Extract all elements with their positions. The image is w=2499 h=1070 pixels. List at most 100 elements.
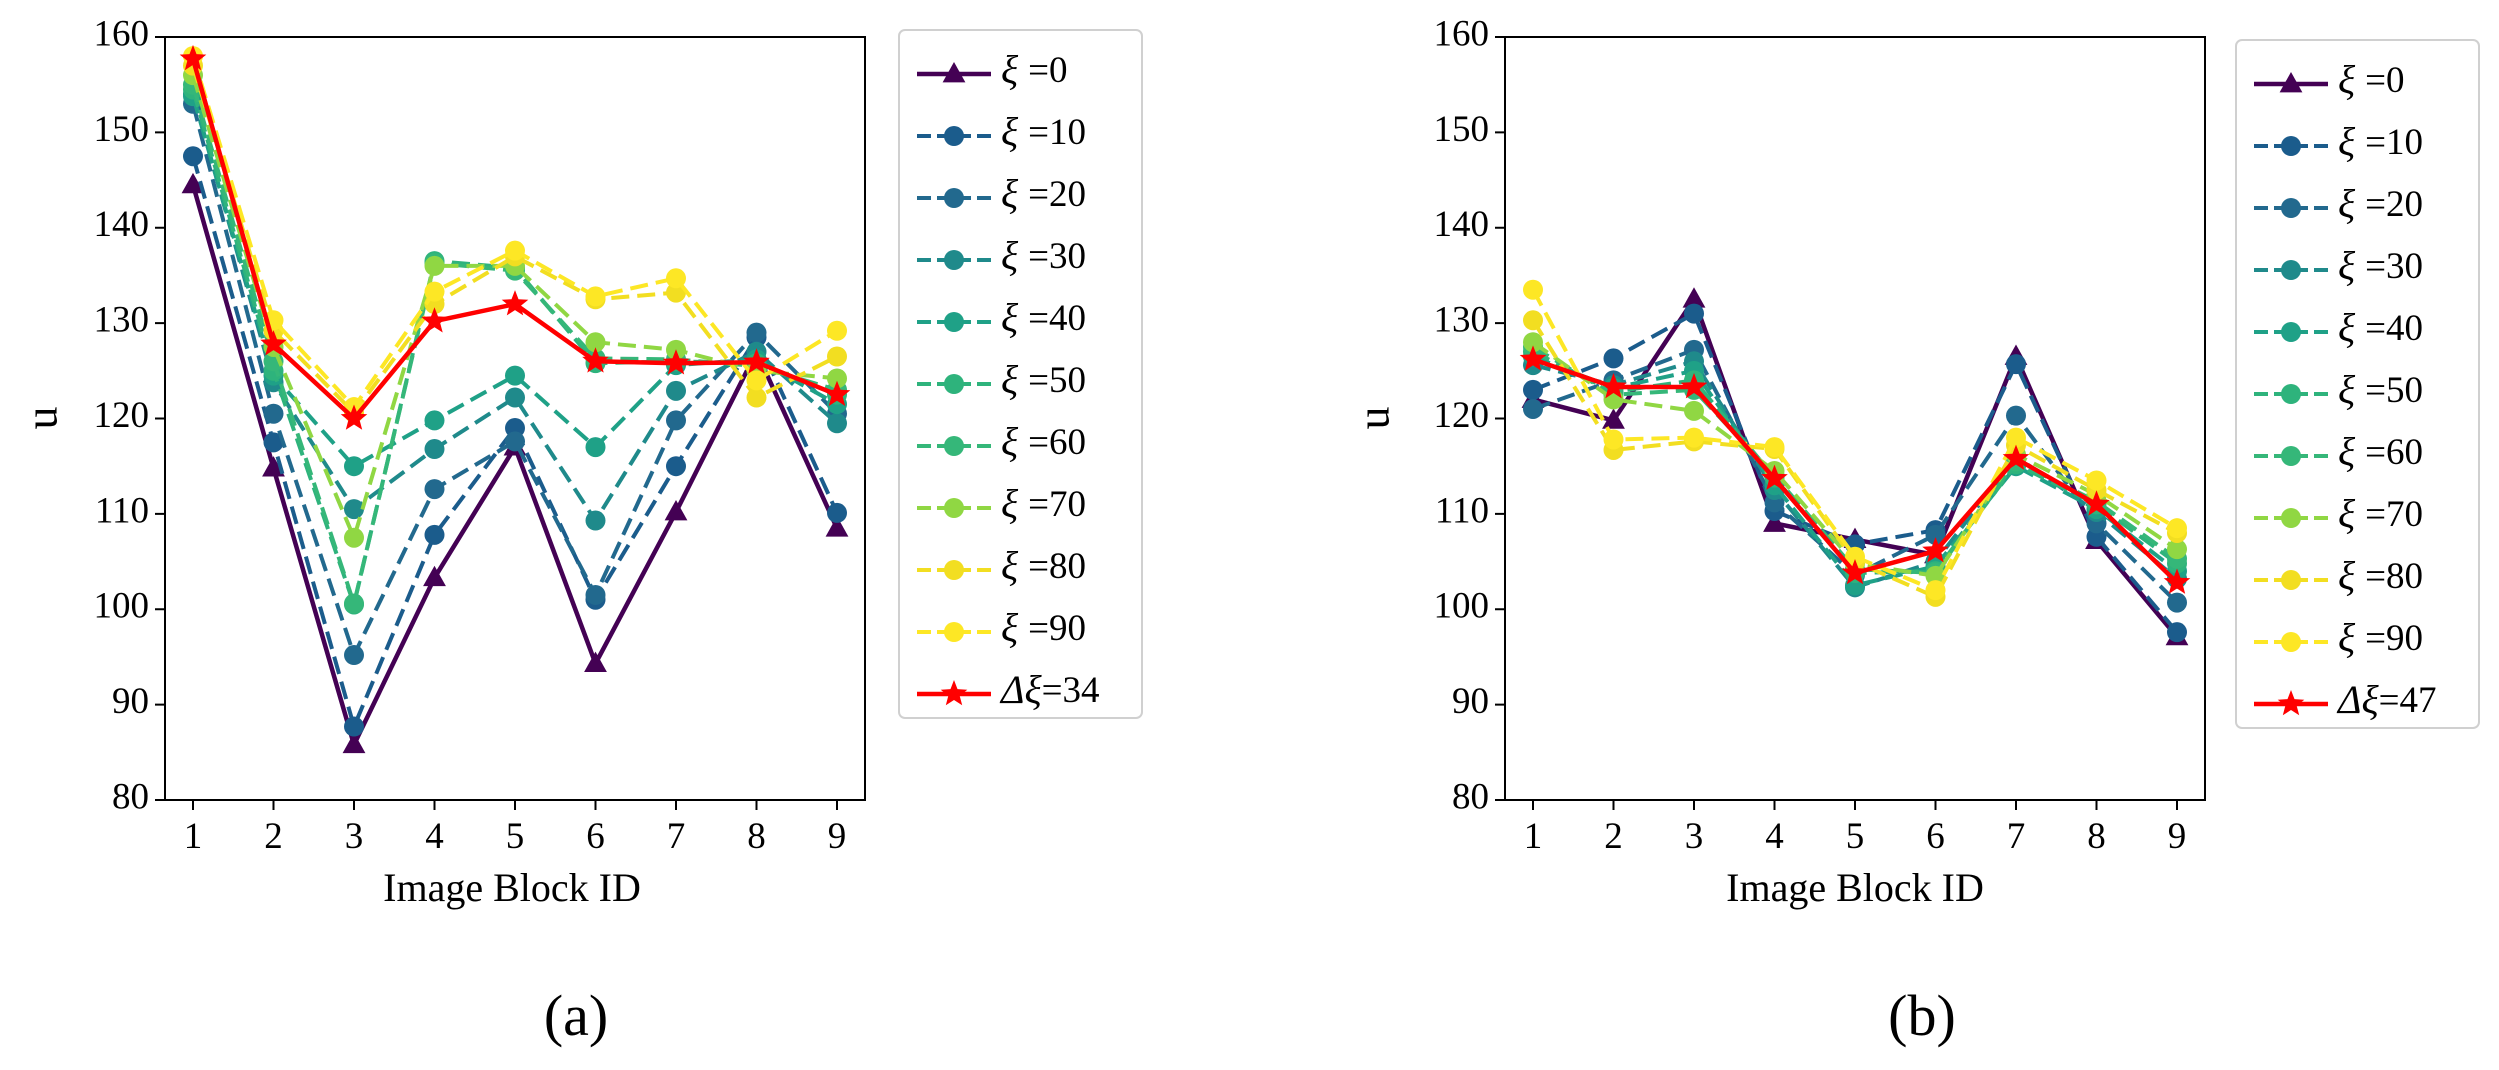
data-point — [424, 410, 445, 431]
legend-label: ξ =40 — [2338, 305, 2423, 350]
legend-label: Δξ=47 — [2336, 677, 2436, 722]
legend-marker — [944, 560, 964, 580]
legend-entry: ξ =20 — [2254, 181, 2423, 226]
legend-entry: ξ =80 — [2254, 553, 2423, 598]
data-point — [181, 172, 205, 194]
chart-panel-a: 80 90 100 110 120 130 140 150 160 1 2 3 4 5 6 7 8 9 u Im… — [16, 13, 1143, 1048]
data-point — [2086, 470, 2107, 491]
legend-entry: ξ =50 — [2254, 367, 2423, 412]
panel-label-b: (b) — [1888, 983, 1956, 1048]
legend-entry: ξ =10 — [2254, 119, 2423, 164]
data-point — [584, 651, 607, 673]
data-point — [1682, 287, 1706, 308]
data-point — [827, 368, 847, 389]
plot-area-b — [1519, 279, 2191, 646]
legend-marker — [2279, 72, 2303, 93]
data-point — [501, 290, 529, 316]
legend-label: ξ =30 — [1001, 233, 1086, 278]
legend-marker — [2281, 322, 2301, 342]
legend-entry: ξ =80 — [917, 543, 1086, 588]
legend-label: ξ =20 — [1001, 171, 1086, 216]
data-point — [585, 437, 606, 458]
legend-marker — [944, 126, 964, 146]
legend-label: ξ =20 — [2338, 181, 2423, 226]
legend-marker — [944, 498, 964, 518]
series-line — [191, 55, 839, 410]
data-point — [585, 286, 606, 307]
data-point — [1684, 303, 1704, 324]
data-point — [1523, 310, 1543, 331]
x-tick-label: 2 — [264, 816, 283, 857]
data-point — [1680, 373, 1708, 399]
y-tick-label: 150 — [1434, 109, 1490, 150]
legend-entry: ξ =60 — [2254, 429, 2423, 474]
legend-entry: ξ =60 — [917, 419, 1086, 464]
legend-marker — [2281, 570, 2301, 590]
data-point — [666, 456, 686, 477]
data-point — [1519, 345, 1547, 371]
data-point — [421, 307, 448, 333]
data-point — [582, 347, 609, 373]
series-line — [191, 65, 838, 415]
x-tick-label: 3 — [345, 816, 364, 857]
series-line — [190, 58, 838, 421]
data-point — [2006, 405, 2026, 426]
legend-b: ξ =0 ξ =10 ξ =20 ξ =30 ξ =40 ξ =50 ξ =60 ξ =70 ξ… — [2235, 39, 2480, 729]
legend-label: ξ =70 — [2338, 491, 2423, 536]
data-point — [423, 565, 446, 587]
legend-entry: ξ =40 — [917, 295, 1086, 340]
data-point — [424, 255, 445, 276]
data-point — [344, 645, 364, 666]
data-point — [666, 380, 686, 401]
data-point — [424, 439, 445, 460]
data-point — [1603, 348, 1624, 369]
data-point — [827, 502, 847, 523]
data-point — [1841, 559, 1869, 585]
legend-label: ξ =60 — [2338, 429, 2423, 474]
legend-marker — [2281, 136, 2301, 156]
y-tick-label: 130 — [1434, 300, 1490, 341]
data-point — [1523, 379, 1543, 400]
data-point — [2083, 490, 2110, 516]
series-line — [1532, 354, 2179, 588]
data-point — [2002, 444, 2030, 470]
legend-entry: ξ =0 — [917, 47, 1068, 92]
legend-entry: ξ =40 — [2254, 305, 2423, 350]
legend-marker — [2281, 384, 2301, 404]
x-tick-label: 1 — [1524, 816, 1543, 857]
y-tick-label: 80 — [112, 776, 149, 817]
data-point — [1684, 427, 1704, 448]
data-point — [664, 499, 688, 521]
legend-label: ξ =60 — [1001, 419, 1086, 464]
data-point — [1602, 408, 1625, 429]
legend-entry: ξ =90 — [917, 605, 1086, 650]
data-point — [263, 403, 284, 424]
series-line — [191, 103, 839, 657]
chart-panel-b: 80 90 100 110 120 130 140 150 160 1 2 3 4 5 6 7 8 9 u Im… — [1348, 13, 2480, 1048]
x-tick-label: 6 — [1926, 816, 1945, 857]
y-tick-label: 140 — [1434, 204, 1490, 245]
data-point — [1684, 400, 1704, 421]
x-axis-a: 1 2 3 4 5 6 7 8 9 — [184, 800, 847, 857]
data-point — [344, 527, 364, 548]
legend-marker — [940, 680, 968, 706]
x-tick-label: 5 — [1846, 816, 1865, 857]
data-point — [263, 432, 284, 453]
data-point — [746, 370, 767, 391]
data-point — [344, 456, 364, 477]
data-point — [344, 716, 364, 737]
y-tick-label: 110 — [95, 490, 149, 531]
legend-entry: Δξ=47 — [2254, 677, 2436, 722]
data-point — [1523, 279, 1543, 300]
data-point — [2006, 354, 2026, 375]
legend-marker — [2277, 690, 2305, 716]
data-point — [666, 410, 686, 431]
x-tick-label: 8 — [2087, 816, 2106, 857]
panel-label-a: (a) — [544, 983, 608, 1048]
x-tick-label: 9 — [828, 816, 847, 857]
data-point — [746, 387, 767, 408]
data-point — [2006, 427, 2026, 448]
legend-entry: ξ =90 — [2254, 615, 2423, 660]
y-tick-label: 100 — [94, 586, 150, 627]
legend-entry: ξ =30 — [917, 233, 1086, 278]
